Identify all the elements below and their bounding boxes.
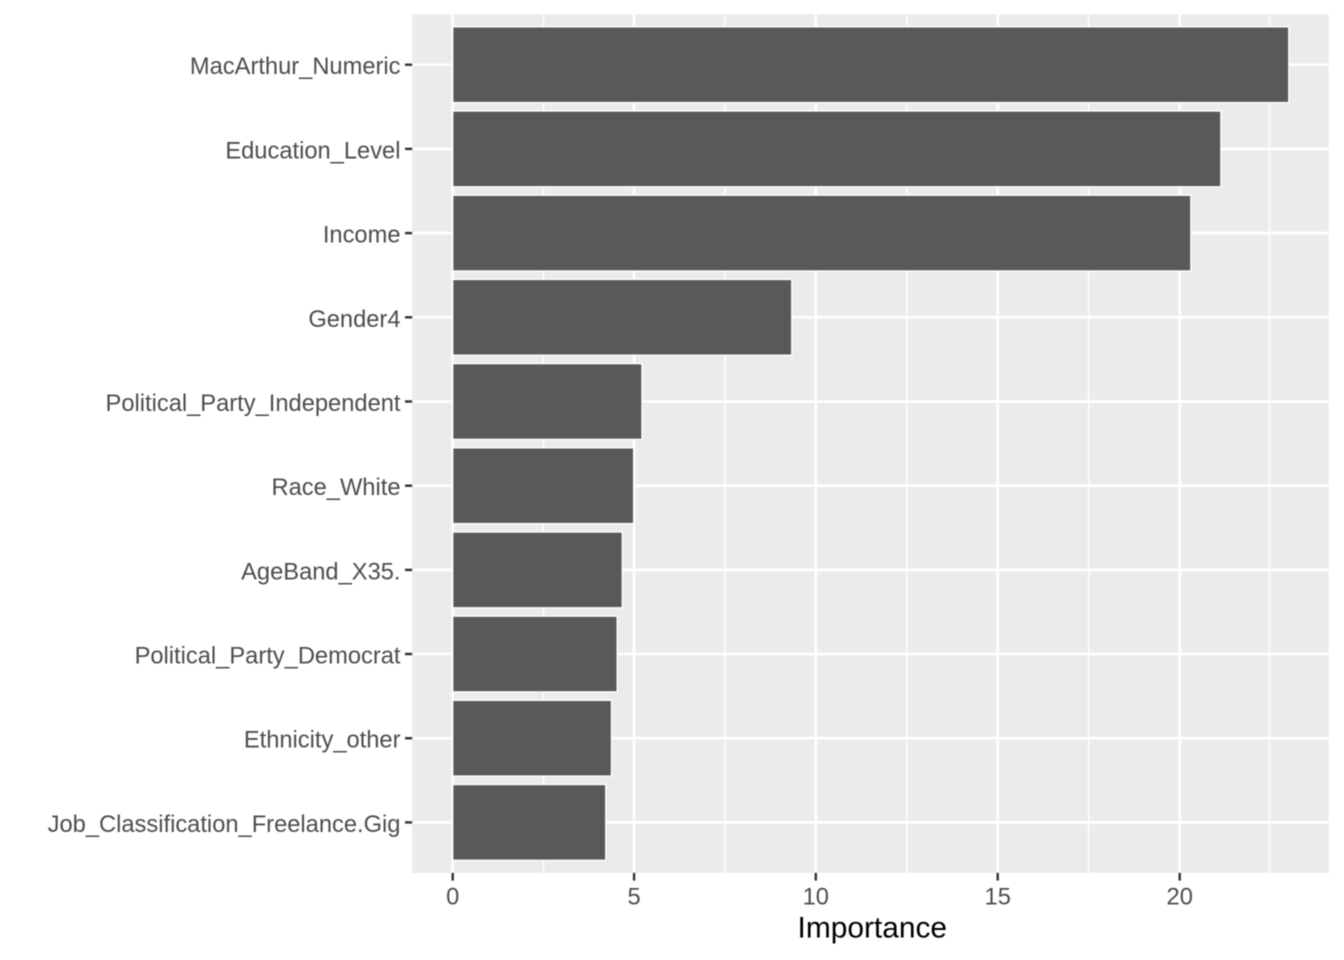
svg-text:Importance: Importance xyxy=(798,912,948,945)
svg-text:AgeBand_X35.: AgeBand_X35. xyxy=(241,559,400,585)
svg-text:5: 5 xyxy=(628,885,641,911)
svg-text:Job_Classification_Freelance.G: Job_Classification_Freelance.Gig xyxy=(48,812,401,838)
svg-text:20: 20 xyxy=(1167,885,1193,911)
svg-text:MacArthur_Numeric: MacArthur_Numeric xyxy=(190,54,401,80)
svg-text:10: 10 xyxy=(803,885,829,911)
svg-text:Gender4: Gender4 xyxy=(308,307,400,333)
svg-text:Income: Income xyxy=(323,223,401,249)
svg-text:15: 15 xyxy=(985,885,1011,911)
svg-text:0: 0 xyxy=(446,885,459,911)
svg-text:Political_Party_Democrat: Political_Party_Democrat xyxy=(135,644,401,670)
svg-text:Race_White: Race_White xyxy=(271,475,400,501)
svg-text:Political_Party_Independent: Political_Party_Independent xyxy=(106,391,401,417)
svg-text:Ethnicity_other: Ethnicity_other xyxy=(244,728,401,754)
svg-text:Education_Level: Education_Level xyxy=(225,138,400,164)
